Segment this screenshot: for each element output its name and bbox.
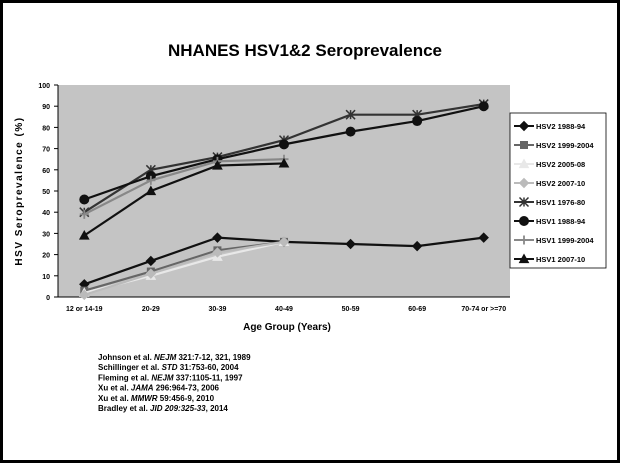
reference-part: Xu et al. xyxy=(98,384,131,393)
legend-label: HSV2 1999-2004 xyxy=(536,141,594,150)
reference-part: NEJM xyxy=(154,353,177,362)
reference-part: 31:753-60, 2004 xyxy=(178,363,239,372)
series-line xyxy=(83,240,285,296)
marker xyxy=(79,194,90,205)
y-tick-label: 30 xyxy=(42,231,50,238)
legend-label: HSV1 1999-2004 xyxy=(536,236,594,245)
x-tick-label: 50-59 xyxy=(342,306,360,313)
marker xyxy=(518,253,530,264)
reference-part: 296:964-73, 2006 xyxy=(154,384,220,393)
marker xyxy=(79,289,90,301)
x-tick-label: 60-69 xyxy=(408,306,426,313)
legend-label: HSV1 1976-80 xyxy=(536,198,585,207)
reference-part: JAMA xyxy=(131,384,154,393)
marker xyxy=(518,196,530,208)
marker xyxy=(212,232,223,243)
marker xyxy=(345,126,356,137)
y-tick-label: 10 xyxy=(42,274,50,281)
marker xyxy=(412,116,423,127)
reference: Schillinger et al. STD 31:753-60, 2004 xyxy=(98,363,239,372)
legend-label: HSV2 2007-10 xyxy=(536,179,585,188)
marker xyxy=(518,177,530,189)
y-tick-label: 0 xyxy=(46,295,50,302)
reference-part: MMWR xyxy=(131,394,158,403)
marker xyxy=(79,209,89,219)
marker xyxy=(145,185,157,196)
marker xyxy=(518,120,530,132)
reference-part: Bradley et al. xyxy=(98,404,150,413)
reference-part: STD xyxy=(162,363,178,372)
legend-box xyxy=(509,112,607,269)
marker xyxy=(411,240,423,252)
legend-label: HSV1 1988-94 xyxy=(536,217,586,226)
legend-label: HSV1 2007-10 xyxy=(536,255,585,264)
y-tick-label: 70 xyxy=(42,147,50,154)
marker xyxy=(278,157,290,168)
reference-part: Schillinger et al. xyxy=(98,363,162,372)
marker xyxy=(212,160,223,170)
marker xyxy=(519,235,529,245)
marker xyxy=(519,216,529,226)
chart-title: NHANES HSV1&2 Seroprevalence xyxy=(168,41,442,60)
reference: Xu et al. MMWR 59:456-9, 2010 xyxy=(98,394,215,403)
legend-label: HSV2 2005-08 xyxy=(536,160,585,169)
plot-area xyxy=(58,85,510,297)
y-tick-label: 80 xyxy=(42,125,50,132)
reference-part: 321:7-12, 321, 1989 xyxy=(176,353,251,362)
y-tick-label: 20 xyxy=(42,253,50,260)
reference-part: , 2014 xyxy=(206,404,229,413)
reference-part: Johnson et al. xyxy=(98,353,154,362)
reference: Fleming et al. NEJM 337:1105-11, 1997 xyxy=(98,373,243,382)
y-tick-label: 40 xyxy=(42,210,50,217)
marker xyxy=(278,236,290,248)
marker xyxy=(518,158,530,169)
marker xyxy=(478,232,489,243)
marker xyxy=(345,109,356,120)
x-tick-label: 30-39 xyxy=(208,306,226,313)
marker xyxy=(279,139,289,150)
reference: Johnson et al. NEJM 321:7-12, 321, 1989 xyxy=(98,353,251,362)
reference: Bradley et al. JID 209:325-33, 2014 xyxy=(98,404,228,413)
reference-part: Fleming et al. xyxy=(98,373,151,382)
reference-part: JID 209:325-33 xyxy=(150,404,206,413)
series-line xyxy=(83,162,285,237)
reference-part: 337:1105-11, 1997 xyxy=(174,373,244,382)
y-tick-label: 60 xyxy=(42,168,50,175)
x-tick-label: 20-29 xyxy=(142,306,160,313)
reference: Xu et al. JAMA 296:964-73, 2006 xyxy=(98,384,220,393)
legend-label: HSV2 1988-94 xyxy=(536,122,586,131)
y-tick-label: 50 xyxy=(42,189,50,196)
x-tick-label: 70-74 or >=70 xyxy=(461,306,506,313)
marker xyxy=(145,268,157,279)
x-tick-label: 40-49 xyxy=(275,306,293,313)
marker xyxy=(478,101,489,112)
x-axis-title: Age Group (Years) xyxy=(243,322,331,333)
y-axis-title: HSV Seroprevalence (%) xyxy=(14,116,25,265)
marker xyxy=(212,247,223,258)
reference-part: NEJM xyxy=(151,373,174,382)
y-tick-label: 90 xyxy=(42,104,50,111)
marker xyxy=(345,238,356,250)
marker xyxy=(78,229,90,240)
series-line xyxy=(83,158,285,216)
marker xyxy=(520,141,528,149)
x-tick-label: 12 or 14-19 xyxy=(66,306,103,313)
reference-part: Xu et al. xyxy=(98,394,131,403)
marker xyxy=(146,175,156,185)
reference-part: 59:456-9, 2010 xyxy=(158,394,215,403)
y-tick-label: 100 xyxy=(38,83,50,90)
marker xyxy=(145,255,157,267)
